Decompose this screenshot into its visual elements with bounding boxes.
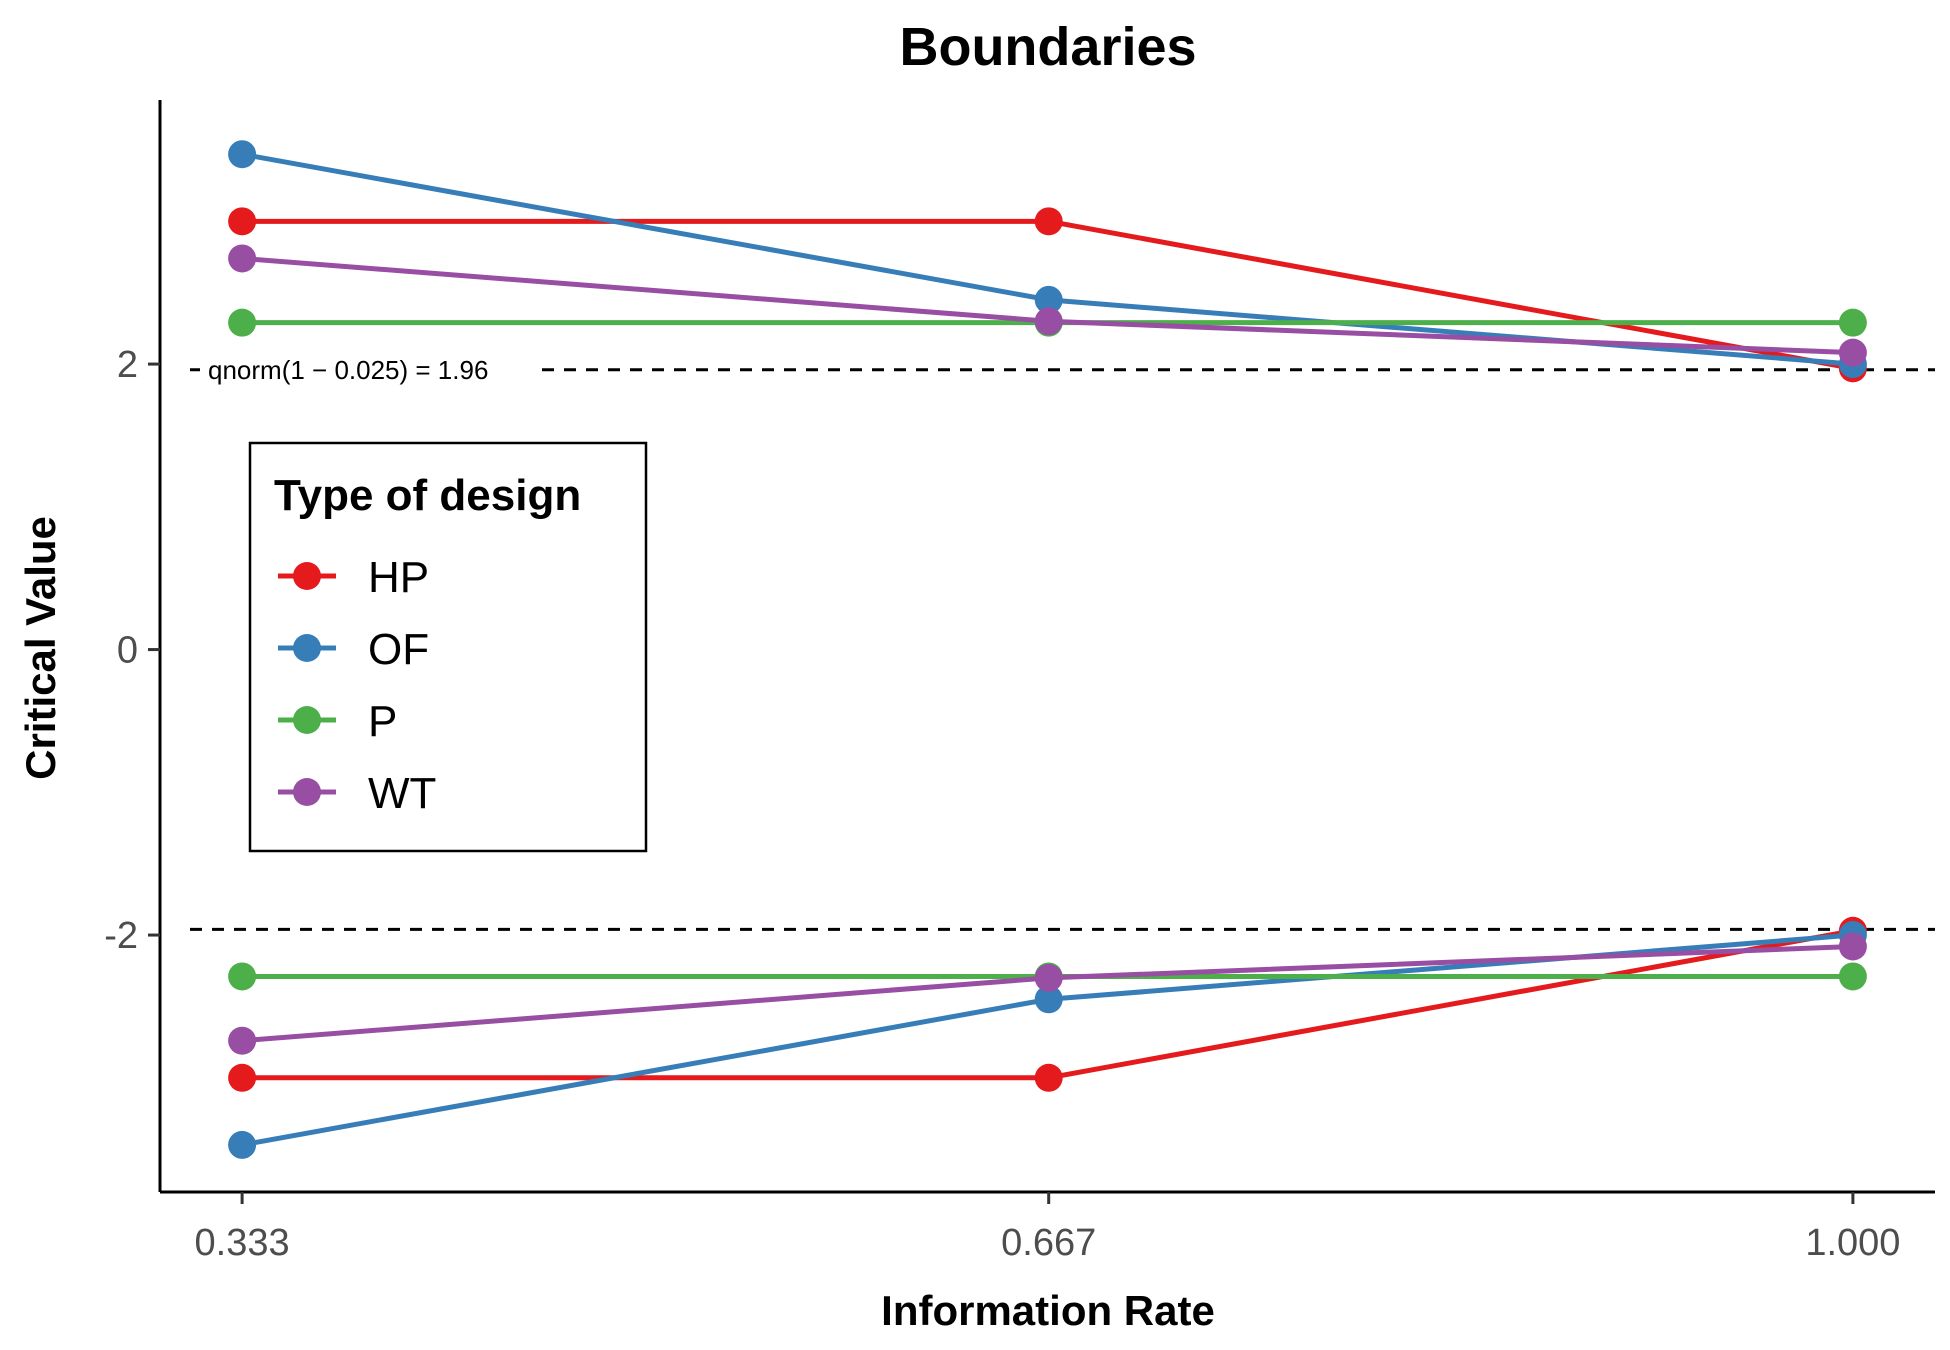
y-axis-title: Critical Value [17, 516, 64, 780]
reference-label-background [200, 347, 536, 388]
legend-title: Type of design [274, 471, 581, 520]
chart-title: Boundaries [899, 17, 1196, 77]
data-point-hp-lower [228, 1063, 257, 1092]
y-tick-label: 0 [117, 630, 138, 672]
data-point-hp-upper [228, 207, 257, 236]
legend-items: HP OF P WT [278, 553, 436, 818]
data-point-p-upper [1838, 308, 1867, 337]
data-point-wt-upper [228, 244, 257, 273]
legend-label-p: P [368, 697, 397, 746]
data-point-p-lower [228, 962, 257, 991]
data-point-wt-lower [1838, 932, 1867, 961]
data-point-of-upper [1034, 285, 1063, 314]
legend-marker-wt [293, 778, 321, 806]
x-tick-label: 0.667 [1001, 1222, 1096, 1264]
data-point-wt-upper [1034, 307, 1063, 336]
data-point-wt-upper [1838, 338, 1867, 367]
y-tick-label: 2 [117, 344, 138, 386]
data-point-wt-lower [1034, 963, 1063, 992]
data-point-of-upper [228, 140, 257, 169]
data-point-hp-lower [1034, 1063, 1063, 1092]
y-tick-label: -2 [104, 915, 138, 957]
reference-lines: qnorm(1 − 0.025) = 1.96 [190, 347, 1935, 931]
legend-label-hp: HP [368, 553, 429, 602]
legend: Type of design HP OF P WT [248, 441, 648, 853]
data-point-wt-lower [228, 1026, 257, 1055]
data-point-of-lower [1034, 985, 1063, 1014]
legend-label-of: OF [368, 625, 429, 674]
data-point-p-lower [1838, 962, 1867, 991]
series-layer [228, 140, 1867, 1159]
legend-marker-of [293, 634, 321, 662]
x-axis-title: Information Rate [881, 1287, 1215, 1334]
reference-line-label: qnorm(1 − 0.025) = 1.96 [208, 355, 488, 385]
legend-marker-hp [293, 562, 321, 590]
data-point-p-upper [228, 308, 257, 337]
legend-label-wt: WT [368, 769, 436, 818]
data-point-of-lower [228, 1130, 257, 1159]
x-tick-label: 0.333 [195, 1222, 290, 1264]
data-point-hp-upper [1034, 207, 1063, 236]
x-tick-label: 1.000 [1805, 1222, 1900, 1264]
legend-marker-p [293, 706, 321, 734]
axes: -2 0 2 0.333 0.667 1.000 [104, 100, 1935, 1264]
